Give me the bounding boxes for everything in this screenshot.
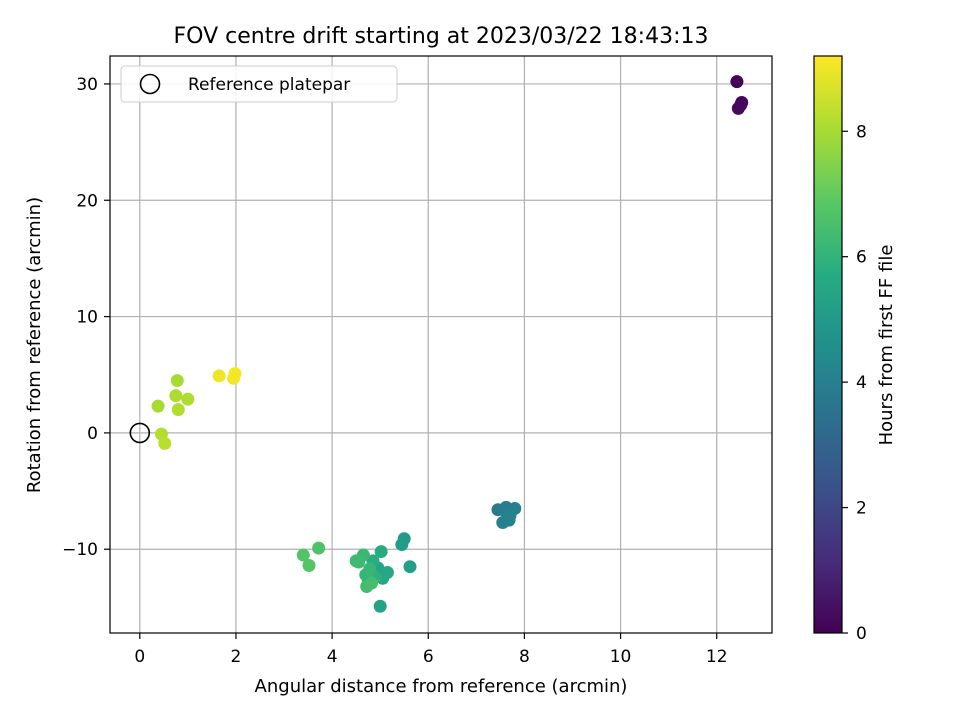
data-point [169,389,183,403]
x-axis-ticks: 0 2 4 6 8 10 12 [134,633,728,667]
x-tick-label: 12 [706,647,728,667]
grid-lines [110,56,772,633]
y-axis-label: Rotation from reference (arcmin) [24,197,45,493]
data-point [228,367,242,381]
reference-marker [129,422,151,444]
plot-frame [109,55,773,634]
y-tick-label: 0 [87,424,98,444]
legend-label: Reference platepar [188,75,350,95]
x-tick-label: 8 [519,647,530,667]
y-tick-label: −10 [62,540,98,560]
data-point [730,75,744,89]
data-point [731,101,745,115]
data-points [151,75,749,613]
data-point [212,369,226,383]
legend-marker-icon [139,73,161,95]
y-axis-ticks: −10 0 10 20 30 [62,75,110,560]
data-point [158,436,172,450]
y-tick-label: 30 [76,75,98,95]
data-point [363,562,377,576]
data-point [302,559,316,573]
colorbar-ticks: 0 2 4 6 8 [842,122,867,644]
legend-box [120,65,398,103]
x-tick-label: 10 [610,647,632,667]
data-point [365,576,379,590]
colorbar-tick-label: 0 [856,624,867,644]
colorbar-label: Hours from first FF file [876,245,897,446]
colorbar-tick-label: 6 [856,248,867,268]
colorbar-tick-label: 2 [856,499,867,519]
x-tick-label: 0 [134,647,145,667]
data-point [380,566,394,580]
colorbar-tick-label: 8 [856,122,867,142]
data-point [171,403,185,417]
data-point [403,560,417,574]
data-point [181,392,195,406]
chart-title: FOV centre drift starting at 2023/03/22 … [174,24,709,49]
data-point [296,548,310,562]
data-point [395,538,409,552]
legend: Reference platepar [120,65,398,103]
data-point [349,554,363,568]
x-tick-label: 6 [423,647,434,667]
y-tick-label: 20 [76,191,98,211]
x-tick-label: 2 [231,647,242,667]
data-point [374,545,388,559]
colorbar-gradient [813,55,843,634]
data-point [373,599,387,613]
colorbar-tick-label: 4 [856,373,867,393]
x-axis-label: Angular distance from reference (arcmin) [255,676,628,697]
data-point [151,399,165,413]
data-point [312,541,326,555]
y-tick-label: 10 [76,308,98,328]
x-tick-label: 4 [327,647,338,667]
data-point [503,509,517,523]
data-point [170,374,184,388]
colorbar: 0 2 4 6 8 Hours from first FF file [813,55,897,644]
